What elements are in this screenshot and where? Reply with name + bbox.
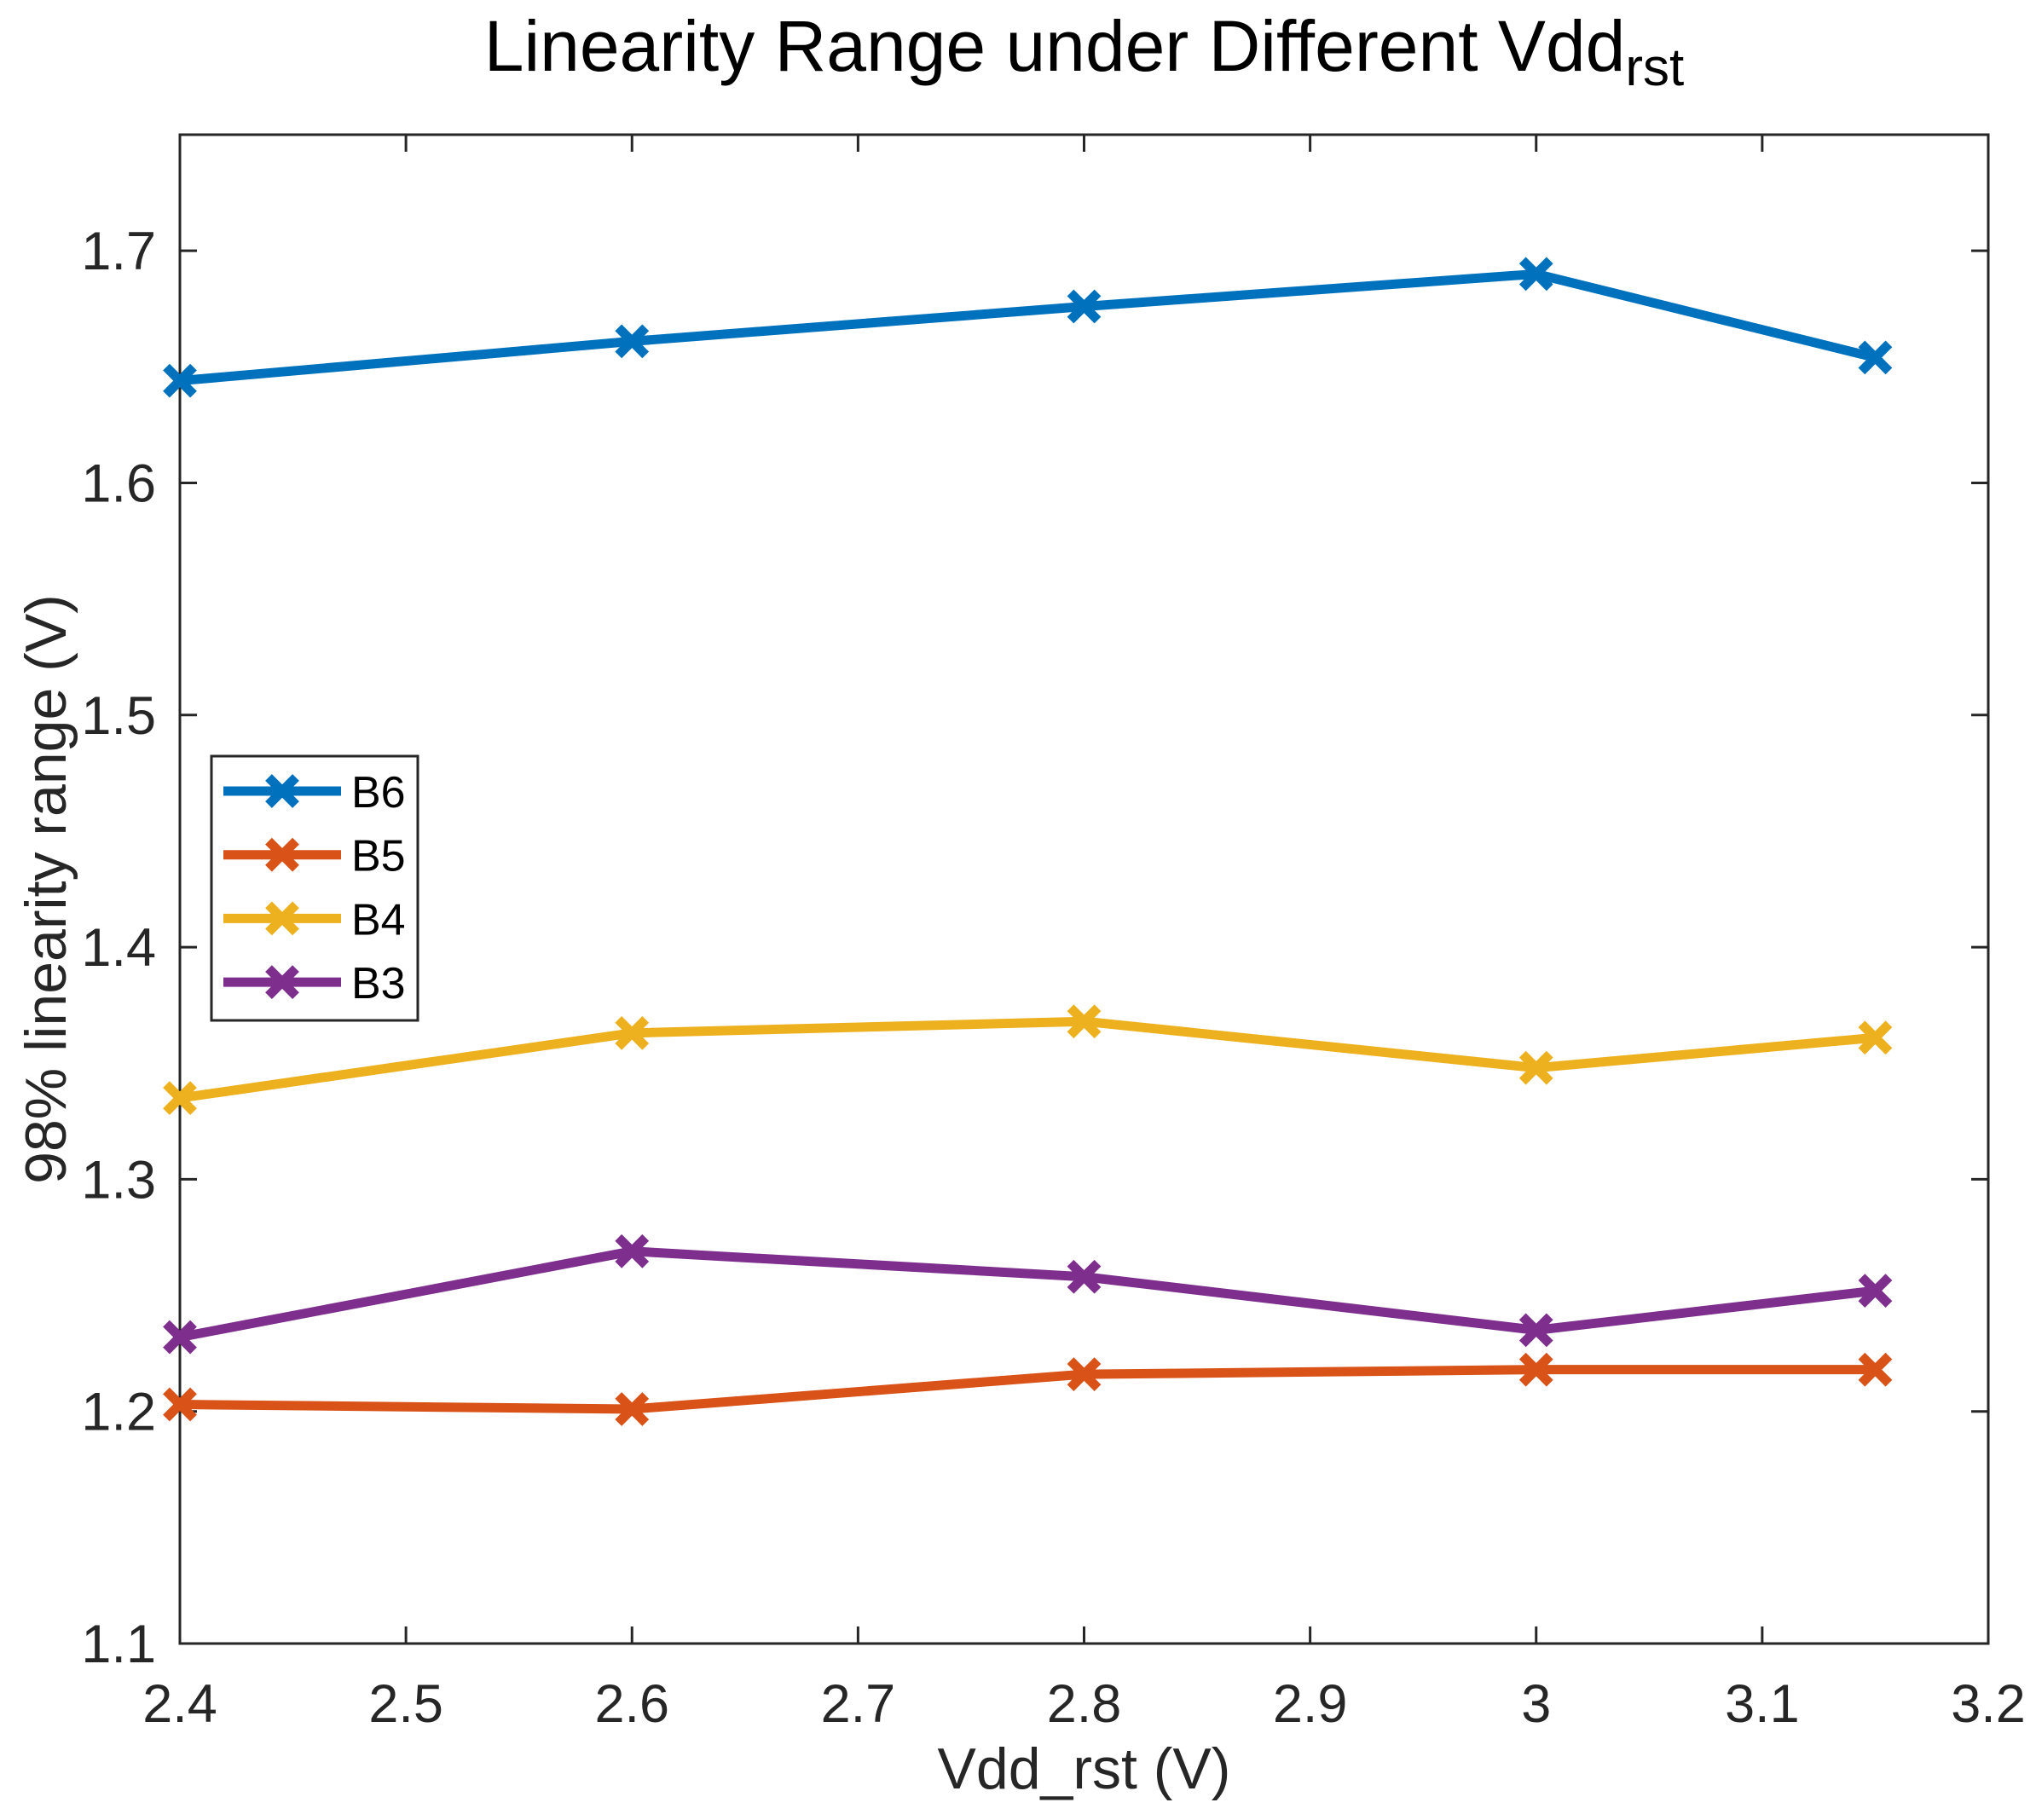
marker-stroke xyxy=(1858,1020,1893,1055)
data-point-B6-3 xyxy=(1518,257,1553,292)
series-B4 xyxy=(163,1004,1893,1115)
y-tick-label: 1.4 xyxy=(81,918,156,978)
marker-stroke xyxy=(1858,340,1893,375)
x-tick-label: 3.2 xyxy=(1951,1674,2026,1734)
marker-stroke xyxy=(1858,1352,1893,1387)
chart-title: Linearity Range under Different Vddrst xyxy=(180,6,1988,96)
data-point-B5-0 xyxy=(163,1387,197,1422)
data-point-B4-1 xyxy=(615,1015,650,1050)
data-point-B4-2 xyxy=(1067,1004,1102,1039)
y-tick-label: 1.2 xyxy=(81,1383,156,1442)
marker-stroke xyxy=(1518,1050,1553,1085)
marker-stroke xyxy=(1518,1313,1553,1348)
marker-stroke xyxy=(615,324,650,359)
data-point-B4-4 xyxy=(1858,1020,1893,1055)
data-point-B5-1 xyxy=(615,1392,650,1426)
marker-stroke xyxy=(615,1234,650,1268)
legend-label-B4: B4 xyxy=(351,895,406,945)
series-line-B4 xyxy=(179,1016,1876,1103)
chart-title-main: Linearity Range under Different Vdd xyxy=(483,6,1626,86)
legend-marker-B5 xyxy=(265,837,299,872)
data-point-B4-0 xyxy=(163,1081,197,1115)
marker-stroke xyxy=(265,901,299,936)
y-tick-label: 1.3 xyxy=(81,1150,156,1210)
data-point-B5-3 xyxy=(1518,1352,1553,1387)
series-B6 xyxy=(163,257,1893,398)
x-tick-label: 2.5 xyxy=(368,1674,443,1734)
data-point-B6-1 xyxy=(615,324,650,359)
marker-stroke xyxy=(1067,1004,1102,1039)
legend-marker-B6 xyxy=(265,774,299,808)
legend-entry-B4: B4 xyxy=(223,895,406,945)
data-point-B6-4 xyxy=(1858,340,1893,375)
data-point-B6-0 xyxy=(163,363,197,398)
data-point-B3-2 xyxy=(1067,1259,1102,1294)
marker-stroke xyxy=(1067,289,1102,324)
marker-stroke xyxy=(1858,1274,1893,1308)
marker-stroke xyxy=(1067,1357,1102,1392)
y-axis-label: 98% linearity range (V) xyxy=(14,594,78,1184)
legend-label-B6: B6 xyxy=(351,768,406,818)
data-point-B3-3 xyxy=(1518,1313,1553,1348)
series-B5 xyxy=(163,1352,1893,1426)
legend-entry-B3: B3 xyxy=(223,959,406,1008)
legend-box xyxy=(210,754,419,1022)
marker-stroke xyxy=(615,1015,650,1050)
x-tick-label: 2.7 xyxy=(821,1674,896,1734)
x-tick-label: 2.4 xyxy=(142,1674,217,1734)
legend-marker-B4 xyxy=(265,901,299,936)
data-point-B5-2 xyxy=(1067,1357,1102,1392)
series-B3 xyxy=(163,1234,1893,1355)
y-tick-label: 1.1 xyxy=(81,1615,156,1674)
marker-stroke xyxy=(163,363,197,398)
legend-label-B5: B5 xyxy=(351,832,406,881)
data-point-B4-3 xyxy=(1518,1050,1553,1085)
data-point-B3-4 xyxy=(1858,1274,1893,1308)
legend-marker-B3 xyxy=(265,965,299,999)
y-tick-label: 1.7 xyxy=(81,222,156,281)
ticks: 2.4 2.5 2.6 2.7 2.8 2.9 3 3.1 3.2 1.1 1.2 1.3 1.4 1.5… xyxy=(81,135,2026,1734)
data-point-B5-4 xyxy=(1858,1352,1893,1387)
marker-stroke xyxy=(265,965,299,999)
legend: B6 B5 B4 B3 xyxy=(210,754,419,1022)
marker-stroke xyxy=(163,1081,197,1115)
x-tick-label: 3 xyxy=(1521,1674,1551,1734)
marker-stroke xyxy=(1518,257,1553,292)
marker-stroke xyxy=(265,837,299,872)
marker-stroke xyxy=(1518,1352,1553,1387)
x-axis-label: Vdd_rst (V) xyxy=(937,1736,1231,1801)
marker-stroke xyxy=(265,774,299,808)
marker-stroke xyxy=(163,1387,197,1422)
series-line-B5 xyxy=(179,1365,1876,1414)
y-tick-label: 1.5 xyxy=(81,686,156,746)
marker-stroke xyxy=(615,1392,650,1426)
legend-label-B3: B3 xyxy=(351,959,406,1008)
x-tick-label: 3.1 xyxy=(1725,1674,1800,1734)
series-line-B3 xyxy=(178,1246,1877,1342)
data-point-B3-1 xyxy=(615,1234,650,1268)
x-tick-label: 2.8 xyxy=(1047,1674,1122,1734)
marker-stroke xyxy=(1067,1259,1102,1294)
y-tick-label: 1.6 xyxy=(81,454,156,513)
marker-stroke xyxy=(163,1320,197,1355)
chart-title-subscript: rst xyxy=(1625,38,1685,98)
data-point-B6-2 xyxy=(1067,289,1102,324)
legend-entry-B5: B5 xyxy=(223,832,406,881)
legend-entry-B6: B6 xyxy=(223,768,406,818)
series-line-B6 xyxy=(179,269,1877,386)
data-point-B3-0 xyxy=(163,1320,197,1355)
x-tick-label: 2.9 xyxy=(1273,1674,1348,1734)
x-tick-label: 2.6 xyxy=(594,1674,669,1734)
